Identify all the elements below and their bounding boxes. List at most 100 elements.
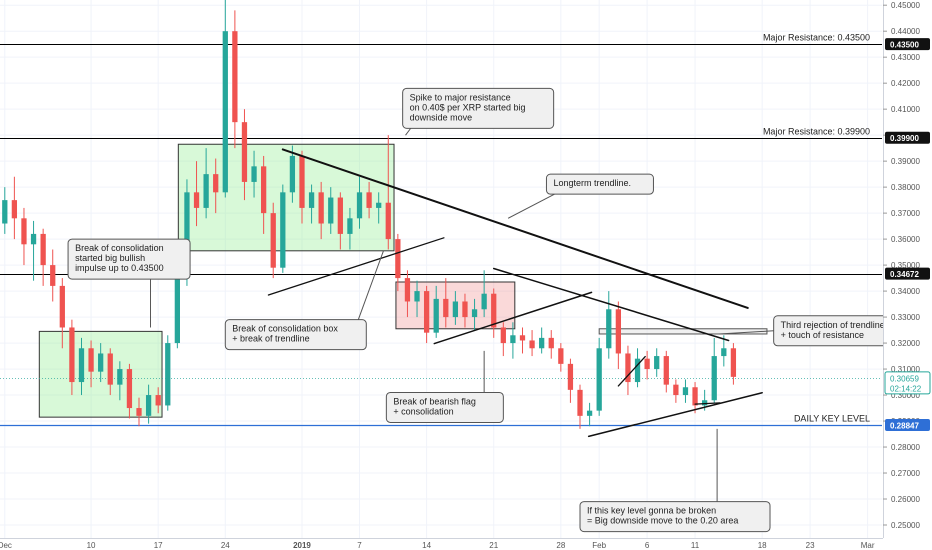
candle-body xyxy=(328,197,334,224)
candle-body xyxy=(654,356,660,370)
zone-box xyxy=(598,328,768,335)
annotation-callout: Longterm trendline. xyxy=(507,173,654,219)
price-axis[interactable]: 0.250000.260000.270000.280000.290000.300… xyxy=(883,0,932,550)
level-price-tag-bg xyxy=(885,131,930,144)
candle-body xyxy=(50,265,56,286)
annotation-text: Third rejection of trendline xyxy=(781,320,885,330)
candle-body xyxy=(261,166,267,214)
annotation-callout: If this key level gonna be broken= Big d… xyxy=(579,428,771,533)
annotation-box xyxy=(385,391,504,423)
candle-body xyxy=(318,192,324,224)
candle-body xyxy=(2,200,8,224)
annotation-text: + consolidation xyxy=(393,406,453,416)
trendline xyxy=(433,291,593,345)
time-tick-label: 17 xyxy=(154,541,163,550)
time-tick-label: 10 xyxy=(87,541,96,550)
price-tick-label: 0.27000 xyxy=(891,469,920,478)
level-price-tag: 0.28847 xyxy=(890,422,919,431)
time-tick-label: Dec xyxy=(0,541,12,550)
candle-body xyxy=(577,389,583,416)
price-tick-label: 0.38000 xyxy=(891,183,920,192)
candle-body xyxy=(21,218,27,245)
annotation-pointer xyxy=(405,128,412,136)
candle-body xyxy=(136,408,142,416)
candle-body xyxy=(366,192,372,208)
time-tick-label: 2019 xyxy=(293,541,311,550)
time-tick-label: Feb xyxy=(592,541,606,550)
candle-body xyxy=(232,31,238,123)
time-tick-label: Mar xyxy=(861,541,875,550)
trendlines xyxy=(267,148,763,438)
price-tick-label: 0.35000 xyxy=(891,261,920,270)
annotation-text: If this key level gonna be broken xyxy=(587,506,716,516)
candle-body xyxy=(721,348,727,357)
time-axis[interactable]: Dec 10 17 24 2019 7 14 21 28 Feb 6 11 18 23 Mar xyxy=(0,538,883,550)
candle-body xyxy=(193,192,200,208)
annotation-text: started big bullish xyxy=(75,253,145,263)
candlesticks xyxy=(2,0,737,429)
annotation-box xyxy=(67,238,191,280)
level-label: Major Resistance: 0.39900 xyxy=(763,127,870,137)
time-tick-label: 28 xyxy=(556,541,565,550)
candle-body xyxy=(596,348,602,411)
countdown-label: 02:14:22 xyxy=(890,384,922,393)
candle-body xyxy=(308,192,315,208)
price-tick-label: 0.39000 xyxy=(891,157,920,166)
time-tick-label: 21 xyxy=(489,541,498,550)
level-price-tag-bg xyxy=(885,419,930,432)
candle-body xyxy=(433,298,439,333)
trendline xyxy=(587,391,763,438)
candle-body xyxy=(213,174,219,193)
candle-body xyxy=(634,358,641,383)
candle-body xyxy=(481,293,487,310)
candle-body xyxy=(462,301,468,318)
level-price-tag-bg xyxy=(885,267,930,280)
candle-body xyxy=(107,353,113,385)
candle-body xyxy=(270,213,276,268)
candle-body xyxy=(519,335,526,341)
candle-body xyxy=(548,337,554,349)
candle-body xyxy=(40,233,46,266)
candle-body xyxy=(203,174,209,208)
candle-body xyxy=(78,348,85,383)
candle-body xyxy=(385,202,391,240)
price-tick-label: 0.34000 xyxy=(891,287,920,296)
annotation-box xyxy=(224,319,367,351)
annotation-box xyxy=(579,501,771,533)
candle-body xyxy=(644,358,650,370)
candle-body xyxy=(289,155,296,193)
candle-body xyxy=(241,122,248,182)
candle-body xyxy=(395,239,401,279)
annotation-text: on 0.40$ per XRP started big xyxy=(410,102,526,112)
level-label: DAILY KEY LEVEL xyxy=(794,414,870,424)
candle-body xyxy=(510,335,516,344)
candle-body xyxy=(59,285,65,328)
annotation-text: Break of consolidation xyxy=(75,243,164,253)
candle-body xyxy=(539,337,545,349)
trendline xyxy=(694,402,721,405)
candle-body xyxy=(337,197,343,234)
candle-body xyxy=(376,202,382,208)
candle-body xyxy=(414,291,420,302)
price-tick-label: 0.26000 xyxy=(891,495,920,504)
candle-body xyxy=(11,200,18,219)
candle-body xyxy=(174,278,180,344)
price-tick-label: 0.45000 xyxy=(891,1,920,10)
price-tick-label: 0.25000 xyxy=(891,521,920,530)
level-price-tag: 0.34672 xyxy=(890,270,919,279)
candle-body xyxy=(145,395,152,416)
level-price-tag-bg xyxy=(885,38,930,51)
time-tick-label: 24 xyxy=(221,541,230,550)
trendline xyxy=(492,267,730,342)
candle-body xyxy=(98,353,104,372)
time-tick-label: 18 xyxy=(758,541,767,550)
annotation-text: = Big downside move to the 0.20 area xyxy=(587,516,738,526)
price-tick-label: 0.44000 xyxy=(891,27,920,36)
price-tick-label: 0.31000 xyxy=(891,365,920,374)
annotation-text: Spike to major resistance xyxy=(410,92,511,102)
horizontal-levels: Major Resistance: 0.43500 Major Resistanc… xyxy=(0,33,882,427)
candle-body xyxy=(280,192,286,268)
